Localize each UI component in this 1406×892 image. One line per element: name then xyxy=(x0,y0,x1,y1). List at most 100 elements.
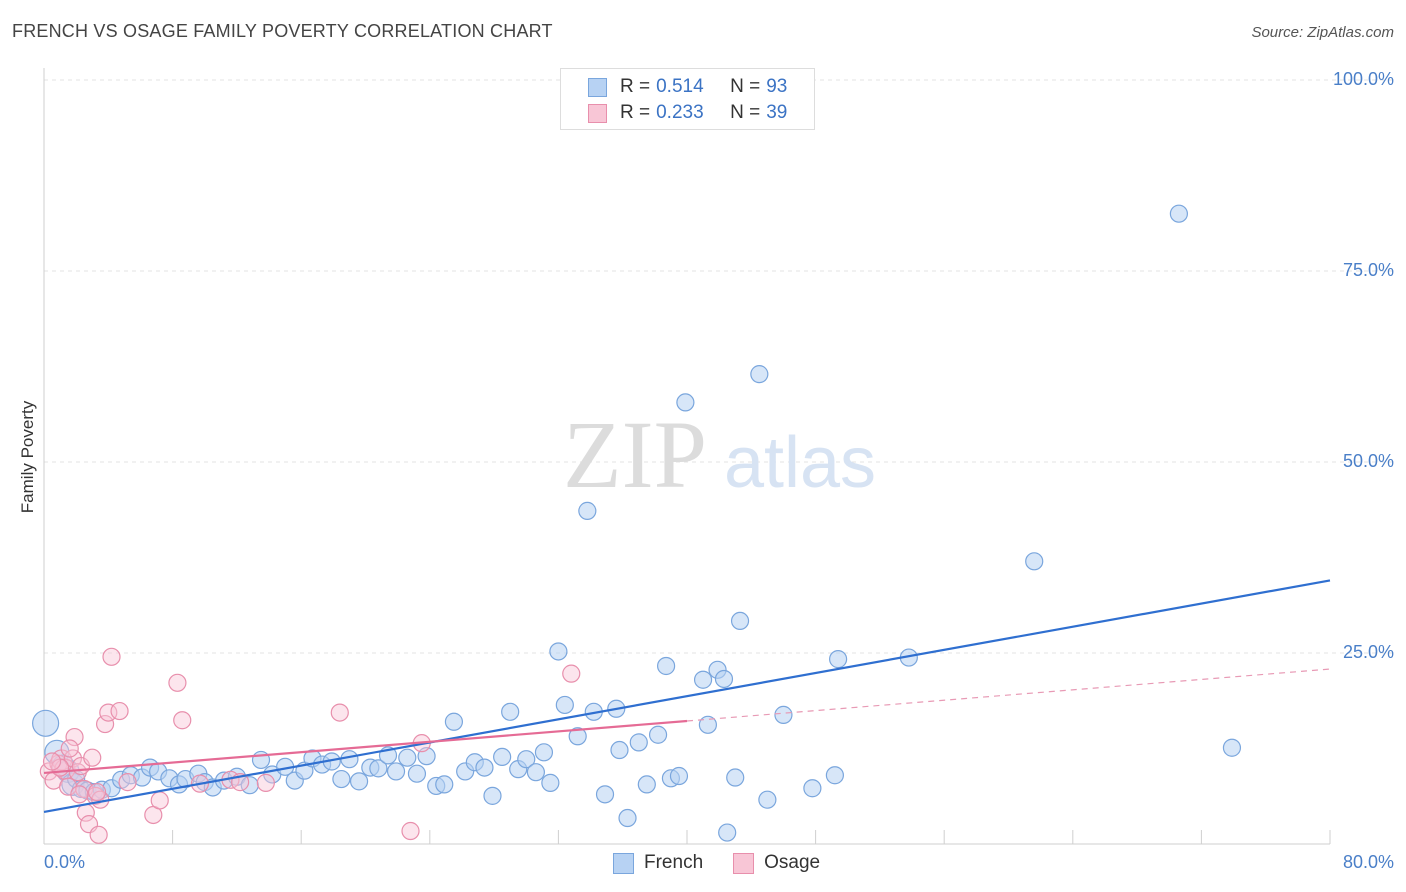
grid-lines xyxy=(44,79,1394,654)
french-point xyxy=(332,769,351,789)
r-label: R = xyxy=(620,102,651,123)
french-point xyxy=(501,702,520,721)
osage-point xyxy=(95,714,115,734)
french-point xyxy=(750,365,769,384)
y-axis-label: Family Poverty xyxy=(18,400,37,514)
french-point xyxy=(726,768,745,787)
source-label: Source: ZipAtlas.com xyxy=(1251,24,1394,41)
watermark-atlas: atlas xyxy=(724,423,876,503)
watermark-zip: ZIP xyxy=(563,401,707,508)
french-point xyxy=(730,611,750,631)
chart-title: FRENCH VS OSAGE FAMILY POVERTY CORRELATI… xyxy=(12,21,553,41)
stats-legend: R = 0.514 N = 93 R = 0.233 N = 39 xyxy=(560,68,815,130)
french-point xyxy=(483,786,502,805)
french-point xyxy=(398,748,417,767)
french-point xyxy=(549,642,568,661)
french-point xyxy=(595,785,615,804)
osage-swatch xyxy=(588,103,607,123)
osage-point xyxy=(150,791,169,810)
french-point xyxy=(435,775,454,794)
n-label: N = xyxy=(730,102,761,123)
french-point xyxy=(475,758,494,777)
osage-point xyxy=(110,701,129,721)
french-legend-swatch xyxy=(613,852,634,874)
osage-point xyxy=(102,647,121,666)
osage-point xyxy=(256,773,275,792)
french-point xyxy=(803,779,822,798)
french-point xyxy=(676,393,695,412)
trend-lines xyxy=(43,579,1331,813)
y-tick-label: 75.0% xyxy=(1342,260,1394,280)
osage-point xyxy=(65,727,84,747)
french-point xyxy=(693,670,713,689)
french-point xyxy=(444,712,464,731)
french-point xyxy=(32,709,60,737)
french-r-value: 0.514 xyxy=(656,76,704,97)
french-point xyxy=(758,790,777,809)
french-point xyxy=(714,669,734,689)
french-point xyxy=(517,750,536,769)
legend-item-osage[interactable]: Osage xyxy=(733,852,820,874)
french-point xyxy=(829,650,848,669)
osage-point xyxy=(168,673,187,692)
osage-point xyxy=(330,703,349,722)
french-point xyxy=(386,762,406,781)
osage-point xyxy=(60,739,79,758)
osage-point xyxy=(118,773,137,792)
french-point xyxy=(493,747,512,767)
french-point xyxy=(369,759,388,778)
french-point xyxy=(349,772,369,791)
osage-point xyxy=(89,825,108,844)
french-point xyxy=(669,766,689,786)
legend-row-french: R = 0.514 N = 93 xyxy=(588,75,787,99)
french-point xyxy=(718,823,737,842)
french-point xyxy=(526,763,545,782)
french-point xyxy=(407,764,427,783)
french-point xyxy=(698,715,717,734)
y-tick-label: 50.0% xyxy=(1342,451,1394,471)
series-legend: French Osage xyxy=(613,852,850,874)
data-points xyxy=(32,204,1242,844)
osage-point xyxy=(87,782,107,802)
osage-point xyxy=(70,785,89,804)
french-point xyxy=(578,501,597,520)
french-point xyxy=(637,775,656,794)
french-point xyxy=(648,725,668,744)
x-tick-min: 0.0% xyxy=(44,852,86,872)
osage-point xyxy=(173,711,192,730)
french-point xyxy=(610,740,629,760)
french-point xyxy=(555,695,574,715)
french-n-value: 93 xyxy=(766,76,788,97)
osage-point xyxy=(42,752,62,771)
y-tick-label: 25.0% xyxy=(1342,642,1394,662)
french-point xyxy=(1222,738,1242,757)
french-point xyxy=(541,773,560,792)
legend-row-osage: R = 0.233 N = 39 xyxy=(588,101,787,125)
osage-legend-swatch xyxy=(733,852,755,874)
osage-r-value: 0.233 xyxy=(656,102,704,123)
osage-point xyxy=(401,821,420,841)
osage-point xyxy=(562,664,581,683)
x-tick-max: 80.0% xyxy=(1342,852,1394,872)
french-point xyxy=(774,705,793,724)
n-label: N = xyxy=(730,76,761,97)
osage-legend-label: Osage xyxy=(764,852,821,873)
french-point xyxy=(1025,552,1044,571)
y-tick-label: 100.0% xyxy=(1332,69,1394,89)
french-point xyxy=(657,656,676,676)
french-point xyxy=(340,750,359,769)
french-point xyxy=(618,808,637,828)
osage-n-value: 39 xyxy=(766,102,788,123)
french-point xyxy=(1169,204,1188,223)
legend-item-french[interactable]: French xyxy=(613,852,703,874)
french-point xyxy=(629,733,648,752)
r-label: R = xyxy=(620,76,651,97)
french-point xyxy=(825,766,844,785)
french-point xyxy=(534,743,554,762)
osage-trendline-extended xyxy=(686,668,1331,722)
osage-trendline xyxy=(43,719,688,775)
osage-point xyxy=(83,748,102,767)
french-swatch xyxy=(588,77,607,97)
french-legend-label: French xyxy=(644,852,704,873)
